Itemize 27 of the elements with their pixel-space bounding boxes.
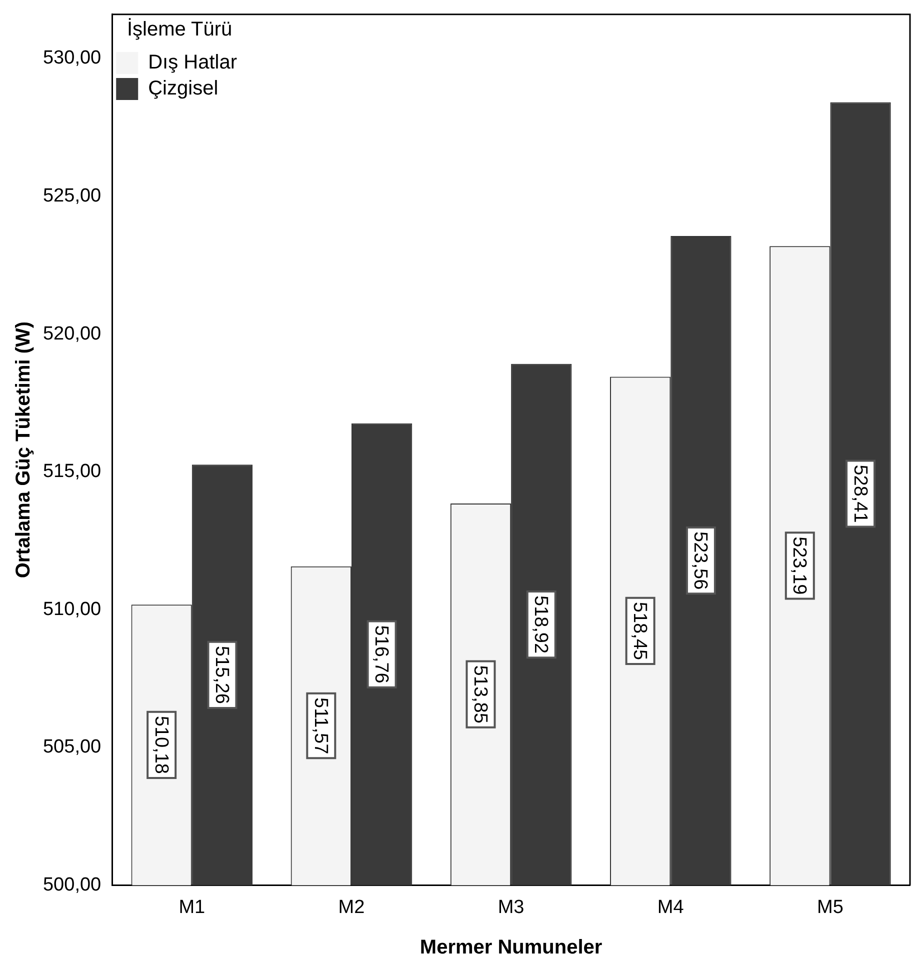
y-tick-label: 500,00 — [42, 874, 102, 896]
data-label: 513,85 — [470, 665, 491, 724]
x-tick-label: M2 — [338, 896, 365, 918]
y-tick-label: 525,00 — [42, 186, 102, 207]
data-label: 523,56 — [690, 532, 711, 590]
data-label: 518,92 — [530, 595, 552, 654]
x-tick-label: M3 — [498, 896, 524, 918]
data-label: 528,41 — [849, 464, 870, 523]
legend-label: Dış Hatlar — [148, 52, 238, 74]
data-label: 518,45 — [629, 602, 650, 660]
legend-title: İşleme Türü — [126, 18, 232, 41]
x-tick-label: M1 — [178, 896, 206, 918]
data-label: 523,19 — [788, 536, 810, 595]
legend-label: Çizgisel — [148, 78, 218, 100]
y-axis-title: Ortalama Güç Tüketimi (W) — [12, 321, 35, 578]
x-axis-title: Mermer Numuneler — [420, 936, 602, 959]
data-label: 510,18 — [150, 716, 172, 774]
x-tick-label: M4 — [657, 896, 684, 918]
y-tick-label: 515,00 — [42, 461, 102, 482]
data-label: 515,26 — [210, 646, 232, 704]
y-tick-label: 510,00 — [42, 598, 102, 620]
data-label: 511,57 — [310, 697, 331, 754]
y-tick-label: 520,00 — [42, 323, 102, 344]
x-tick-label: M5 — [817, 896, 844, 918]
y-tick-label: 505,00 — [42, 736, 102, 758]
y-tick-label: 530,00 — [42, 48, 102, 69]
data-label: 516,76 — [370, 625, 392, 684]
